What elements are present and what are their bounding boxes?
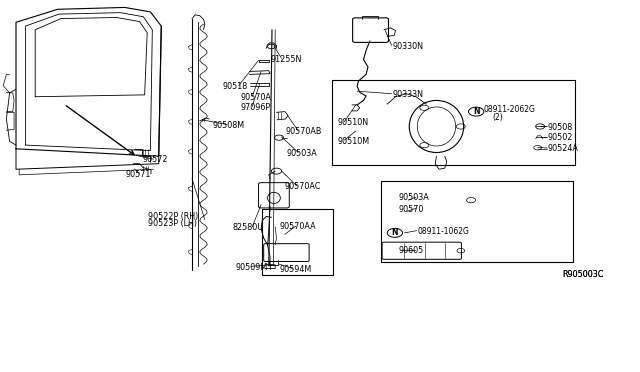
Text: 90594M: 90594M [279, 265, 311, 274]
Text: 90570AC: 90570AC [284, 182, 321, 191]
Text: 90508: 90508 [547, 123, 572, 132]
Text: 90510N: 90510N [338, 118, 369, 127]
Text: 08911-2062G: 08911-2062G [483, 105, 535, 114]
Text: 90330N: 90330N [392, 42, 423, 51]
Text: 90502: 90502 [547, 133, 573, 142]
Text: R905003C: R905003C [562, 270, 604, 279]
Text: 90570A: 90570A [241, 93, 271, 102]
Text: 82580U: 82580U [232, 223, 264, 232]
Text: 90510M: 90510M [338, 137, 370, 146]
Text: 90524A: 90524A [547, 144, 578, 153]
Text: 90333N: 90333N [392, 90, 423, 99]
Text: 90570: 90570 [398, 205, 424, 214]
FancyBboxPatch shape [353, 18, 388, 42]
Text: R905003C: R905003C [562, 270, 604, 279]
Text: 90503A: 90503A [287, 149, 317, 158]
Text: N: N [392, 228, 398, 237]
Text: 90522P (RH): 90522P (RH) [148, 212, 199, 221]
FancyBboxPatch shape [264, 244, 309, 262]
FancyBboxPatch shape [382, 242, 461, 259]
Text: 90523P (LH): 90523P (LH) [148, 219, 198, 228]
Bar [262, 209, 333, 275]
Text: 90518: 90518 [222, 82, 247, 91]
Text: 90605: 90605 [398, 246, 423, 255]
Text: 91255N: 91255N [270, 55, 301, 64]
Bar [381, 181, 573, 262]
Text: 08911-1062G: 08911-1062G [417, 227, 469, 236]
Text: 90503A: 90503A [398, 193, 429, 202]
FancyBboxPatch shape [259, 183, 289, 208]
Text: 90508M: 90508M [212, 121, 244, 130]
Text: N: N [473, 107, 479, 116]
Text: 90570AB: 90570AB [285, 127, 322, 136]
Text: 90571: 90571 [125, 170, 151, 179]
Text: 90509M: 90509M [236, 263, 268, 272]
Bar [332, 80, 575, 165]
Text: 90572: 90572 [143, 155, 168, 164]
Text: 90570AA: 90570AA [279, 222, 316, 231]
Text: 97096P: 97096P [241, 103, 271, 112]
Text: (2): (2) [493, 113, 504, 122]
